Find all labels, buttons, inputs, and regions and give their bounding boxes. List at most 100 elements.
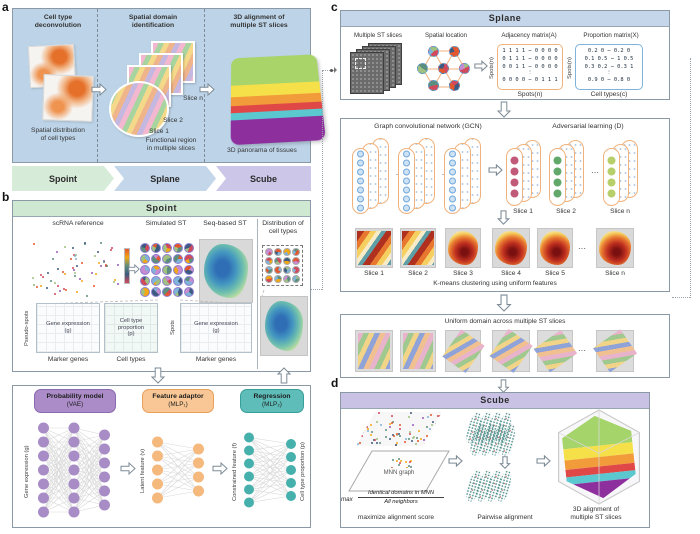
latent-feature-axis: Latent feature (v): [140, 448, 146, 494]
dot: [40, 274, 42, 276]
dot: [396, 433, 398, 435]
dot: [93, 285, 95, 287]
dot: [57, 285, 59, 287]
net-node: [357, 186, 364, 194]
pie-glyph: [265, 275, 273, 283]
dot: [46, 287, 48, 289]
connector-node: [330, 68, 333, 72]
gene-expression-axis: Gene expression (g): [24, 445, 30, 499]
pie-glyph: [428, 80, 439, 91]
step1-title: Cell type deconvolution: [34, 14, 82, 29]
dot: [47, 272, 49, 274]
net-node: [553, 167, 562, 176]
net-node: [553, 189, 562, 198]
pie-glyph: [173, 243, 183, 253]
net-node: [38, 506, 49, 518]
net-node: [193, 443, 204, 455]
dot: [59, 290, 61, 292]
net-node: [99, 443, 110, 455]
cell-types-label: Cell types: [116, 356, 146, 363]
pie-glyph: [184, 265, 194, 275]
dot: [42, 276, 44, 278]
net-node: [286, 439, 296, 449]
net-edge: [43, 427, 75, 499]
dot: [376, 421, 378, 423]
net-node: [357, 168, 364, 176]
net-node: [403, 195, 410, 203]
domain-stripes: [533, 329, 577, 373]
dot: [81, 262, 83, 264]
gene-expression-grid-2: Gene expression (g): [180, 303, 252, 353]
net-node: [449, 150, 456, 158]
regression-network: [244, 432, 296, 508]
pie-glyph: [184, 276, 194, 286]
scrna-reference-label: scRNA reference: [52, 220, 104, 227]
panel-d-label: d: [331, 376, 339, 390]
dot: [431, 424, 433, 426]
pie-glyph: [428, 46, 439, 57]
pie-glyph: [184, 254, 194, 264]
heat-stripes: [357, 230, 391, 266]
pie-glyph: [162, 265, 172, 275]
net-edge: [248, 443, 292, 477]
net-node: [68, 422, 80, 434]
dot: [395, 444, 397, 446]
dot: [412, 424, 414, 426]
net-edge: [73, 462, 105, 513]
matrix-row: ⋮: [606, 70, 612, 77]
simulated-st-pies: [140, 243, 194, 297]
scube-header: Scube: [341, 393, 649, 409]
splane-header: Splane: [341, 11, 669, 27]
net-edge: [43, 427, 75, 443]
dot: [100, 265, 102, 267]
uniform-slice-image: [400, 330, 436, 372]
dot: [74, 255, 76, 257]
dot: [54, 293, 56, 295]
dot: [404, 441, 406, 443]
slice-2-label: Slice 2: [163, 117, 183, 124]
net-edge: [157, 476, 199, 499]
dot: [411, 440, 413, 442]
distribution-title: Distribution of cell types: [262, 220, 304, 235]
net-node: [99, 471, 110, 483]
adv-slicen-label: Slice n: [610, 208, 630, 215]
dot: [427, 416, 429, 418]
pie-glyph: [151, 287, 161, 297]
net-node: [38, 422, 49, 434]
net-node: [357, 159, 364, 167]
dot: [32, 277, 34, 279]
gene-expression-grid: Gene expression (g): [36, 303, 100, 353]
net-edge: [157, 448, 199, 471]
dot: [97, 251, 99, 253]
down-arrow-icon: [151, 367, 165, 384]
dot: [400, 460, 402, 462]
net-edge: [248, 495, 292, 503]
net-edge: [43, 427, 75, 471]
dot: [432, 421, 434, 423]
heat-stripes: [402, 230, 434, 266]
heat-blob: [599, 231, 631, 265]
dot: [52, 258, 54, 260]
regression-pill: Regression (MLP₂): [240, 389, 304, 413]
dot: [376, 442, 378, 444]
mlp1-pill: Feature adaptor (MLP₁): [142, 389, 214, 413]
gcn-nodes: [403, 150, 410, 212]
down-arrow-icon: [497, 210, 510, 225]
ellipsis: ⋯: [578, 244, 586, 253]
dot: [94, 255, 96, 257]
maximize-caption: maximize alignment score: [357, 514, 435, 521]
pie-glyph: [184, 243, 194, 253]
kmeans-slice-image: [492, 228, 530, 268]
gcn-layer-group: [444, 138, 484, 216]
gcn-card-front: [444, 148, 461, 214]
net-edge: [73, 434, 105, 471]
constrained-feature-axis: Constrained feature (f): [232, 443, 238, 501]
dot: [110, 249, 112, 251]
ellipsis: ⋯: [591, 168, 599, 177]
pairwise-arrow-icon: [448, 455, 463, 467]
dot: [399, 428, 401, 430]
dot: [114, 279, 116, 281]
dot: [405, 461, 407, 463]
pie-glyph: [151, 265, 161, 275]
